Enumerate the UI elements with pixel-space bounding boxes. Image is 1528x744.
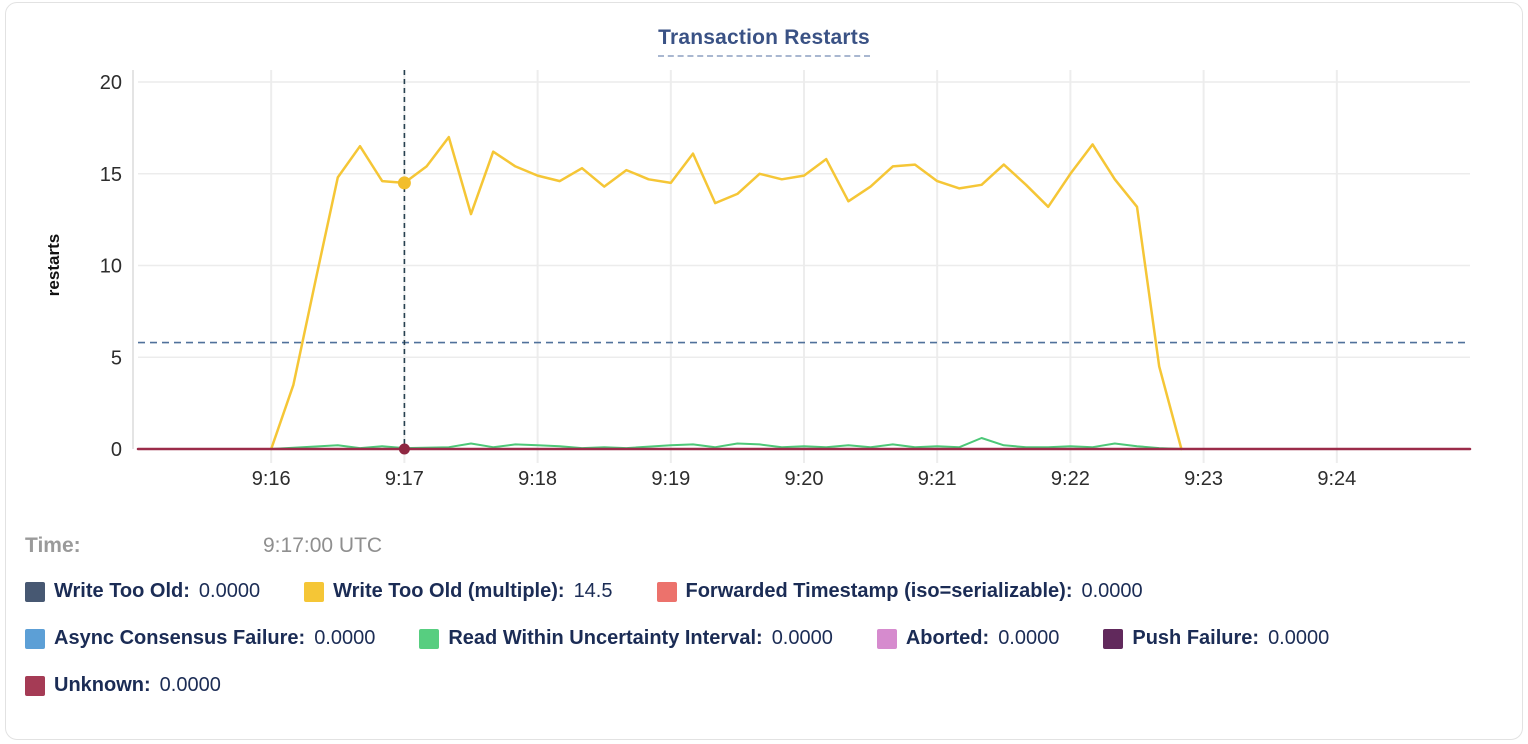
svg-text:0: 0 bbox=[111, 439, 122, 461]
svg-text:9:20: 9:20 bbox=[785, 468, 824, 490]
legend-value: 0.0000 bbox=[1081, 580, 1143, 602]
legend-label: Forwarded Timestamp (iso=serializable): bbox=[685, 580, 1073, 602]
svg-text:9:21: 9:21 bbox=[918, 468, 957, 490]
legend-item-aborted: Aborted: 0.0000 bbox=[876, 627, 1060, 650]
legend-label: Push Failure: bbox=[1132, 627, 1260, 649]
legend-swatch-icon bbox=[304, 581, 325, 602]
time-value: 9:17:00 UTC bbox=[263, 534, 383, 557]
svg-text:15: 15 bbox=[100, 164, 122, 186]
legend-swatch-icon bbox=[656, 581, 677, 602]
legend-swatch-icon bbox=[25, 581, 45, 602]
chart-legend: Write Too Old: 0.0000 Write Too Old (mul… bbox=[25, 580, 1508, 697]
svg-text:9:24: 9:24 bbox=[1317, 468, 1356, 490]
chart-card bbox=[5, 2, 1523, 740]
svg-text:10: 10 bbox=[100, 256, 122, 278]
legend-value: 0.0000 bbox=[159, 674, 221, 696]
legend-label: Write Too Old: bbox=[54, 580, 190, 602]
legend-item-async-consensus-failure: Async Consensus Failure: 0.0000 bbox=[25, 627, 375, 650]
legend-label: Unknown: bbox=[54, 674, 151, 696]
legend-item-write-too-old: Write Too Old: 0.0000 bbox=[25, 580, 260, 603]
svg-text:5: 5 bbox=[111, 347, 122, 369]
svg-text:9:22: 9:22 bbox=[1051, 468, 1090, 490]
legend-item-push-failure: Push Failure: 0.0000 bbox=[1103, 627, 1329, 650]
legend-label: Aborted: bbox=[905, 627, 990, 649]
legend-swatch-icon bbox=[1103, 628, 1124, 649]
legend-value: 0.0000 bbox=[314, 627, 376, 649]
chart-plot-area[interactable]: 9:16 9:17 9:18 9:19 9:20 9:21 9:22 9:23 9:24 0 5 10… bbox=[0, 55, 1528, 510]
svg-text:9:16: 9:16 bbox=[252, 468, 291, 490]
legend-item-write-too-old-multiple: Write Too Old (multiple): 14.5 bbox=[304, 580, 613, 603]
chart-title[interactable]: Transaction Restarts bbox=[658, 26, 870, 57]
legend-value: 0.0000 bbox=[1268, 627, 1330, 649]
legend-value: 14.5 bbox=[573, 580, 613, 602]
legend-item-forwarded-timestamp: Forwarded Timestamp (iso=serializable): … bbox=[656, 580, 1143, 603]
time-label: Time: bbox=[25, 534, 81, 557]
legend-swatch-icon bbox=[25, 628, 45, 649]
svg-text:9:18: 9:18 bbox=[518, 468, 557, 490]
legend-swatch-icon bbox=[25, 675, 45, 696]
svg-text:9:17: 9:17 bbox=[385, 468, 424, 490]
svg-text:20: 20 bbox=[100, 72, 122, 94]
legend-swatch-icon bbox=[419, 628, 440, 649]
legend-label: Write Too Old (multiple): bbox=[333, 580, 565, 602]
chart-title-wrap: Transaction Restarts bbox=[0, 26, 1528, 57]
legend-swatch-icon bbox=[876, 628, 897, 649]
legend-item-unknown: Unknown: 0.0000 bbox=[25, 674, 221, 697]
hover-time-row: Time: 9:17:00 UTC bbox=[25, 534, 382, 558]
svg-text:9:23: 9:23 bbox=[1184, 468, 1223, 490]
legend-value: 0.0000 bbox=[771, 627, 833, 649]
legend-label: Read Within Uncertainty Interval: bbox=[448, 627, 763, 649]
legend-value: 0.0000 bbox=[998, 627, 1060, 649]
legend-item-read-within-uncertainty: Read Within Uncertainty Interval: 0.0000 bbox=[419, 627, 833, 650]
legend-value: 0.0000 bbox=[198, 580, 261, 602]
svg-text:9:19: 9:19 bbox=[651, 468, 690, 490]
legend-label: Async Consensus Failure: bbox=[54, 627, 306, 649]
